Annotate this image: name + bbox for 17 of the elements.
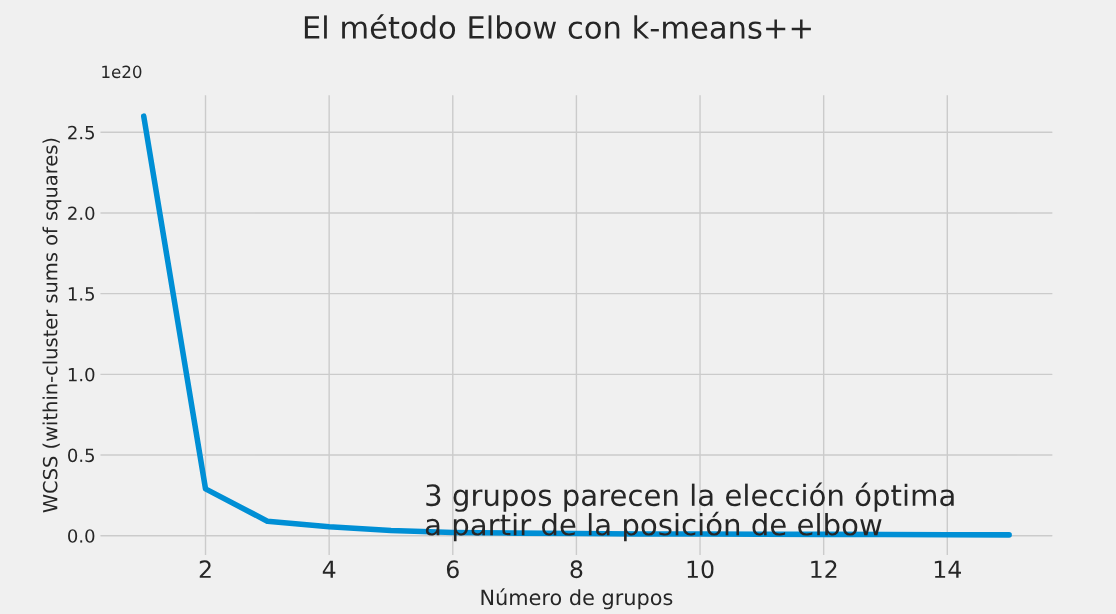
y-tick-label: 0.0 <box>68 529 95 543</box>
x-tick-label: 12 <box>811 560 837 578</box>
y-tick-label: 1.5 <box>68 287 94 301</box>
chart-title: El método Elbow con k-means++ <box>304 14 811 39</box>
y-axis-title: WCSS (within-cluster sums of squares) <box>42 138 62 513</box>
y-tick-label: 0.5 <box>68 448 94 463</box>
x-tick-label: 10 <box>687 560 714 579</box>
text: 1e20 <box>102 65 142 79</box>
x-tick-label: 8 <box>570 560 583 579</box>
x-axis-title: Número de grupos <box>481 588 673 610</box>
y-tick-label: 1.0 <box>68 367 95 382</box>
x-tick-label: 4 <box>322 560 336 578</box>
y-tick-label: 2.5 <box>68 125 94 140</box>
x-tick-label: 2 <box>199 560 211 578</box>
y-tick-label: 2.0 <box>68 206 95 221</box>
x-tick-label: 14 <box>934 560 961 578</box>
x-tick-label: 6 <box>446 560 459 579</box>
